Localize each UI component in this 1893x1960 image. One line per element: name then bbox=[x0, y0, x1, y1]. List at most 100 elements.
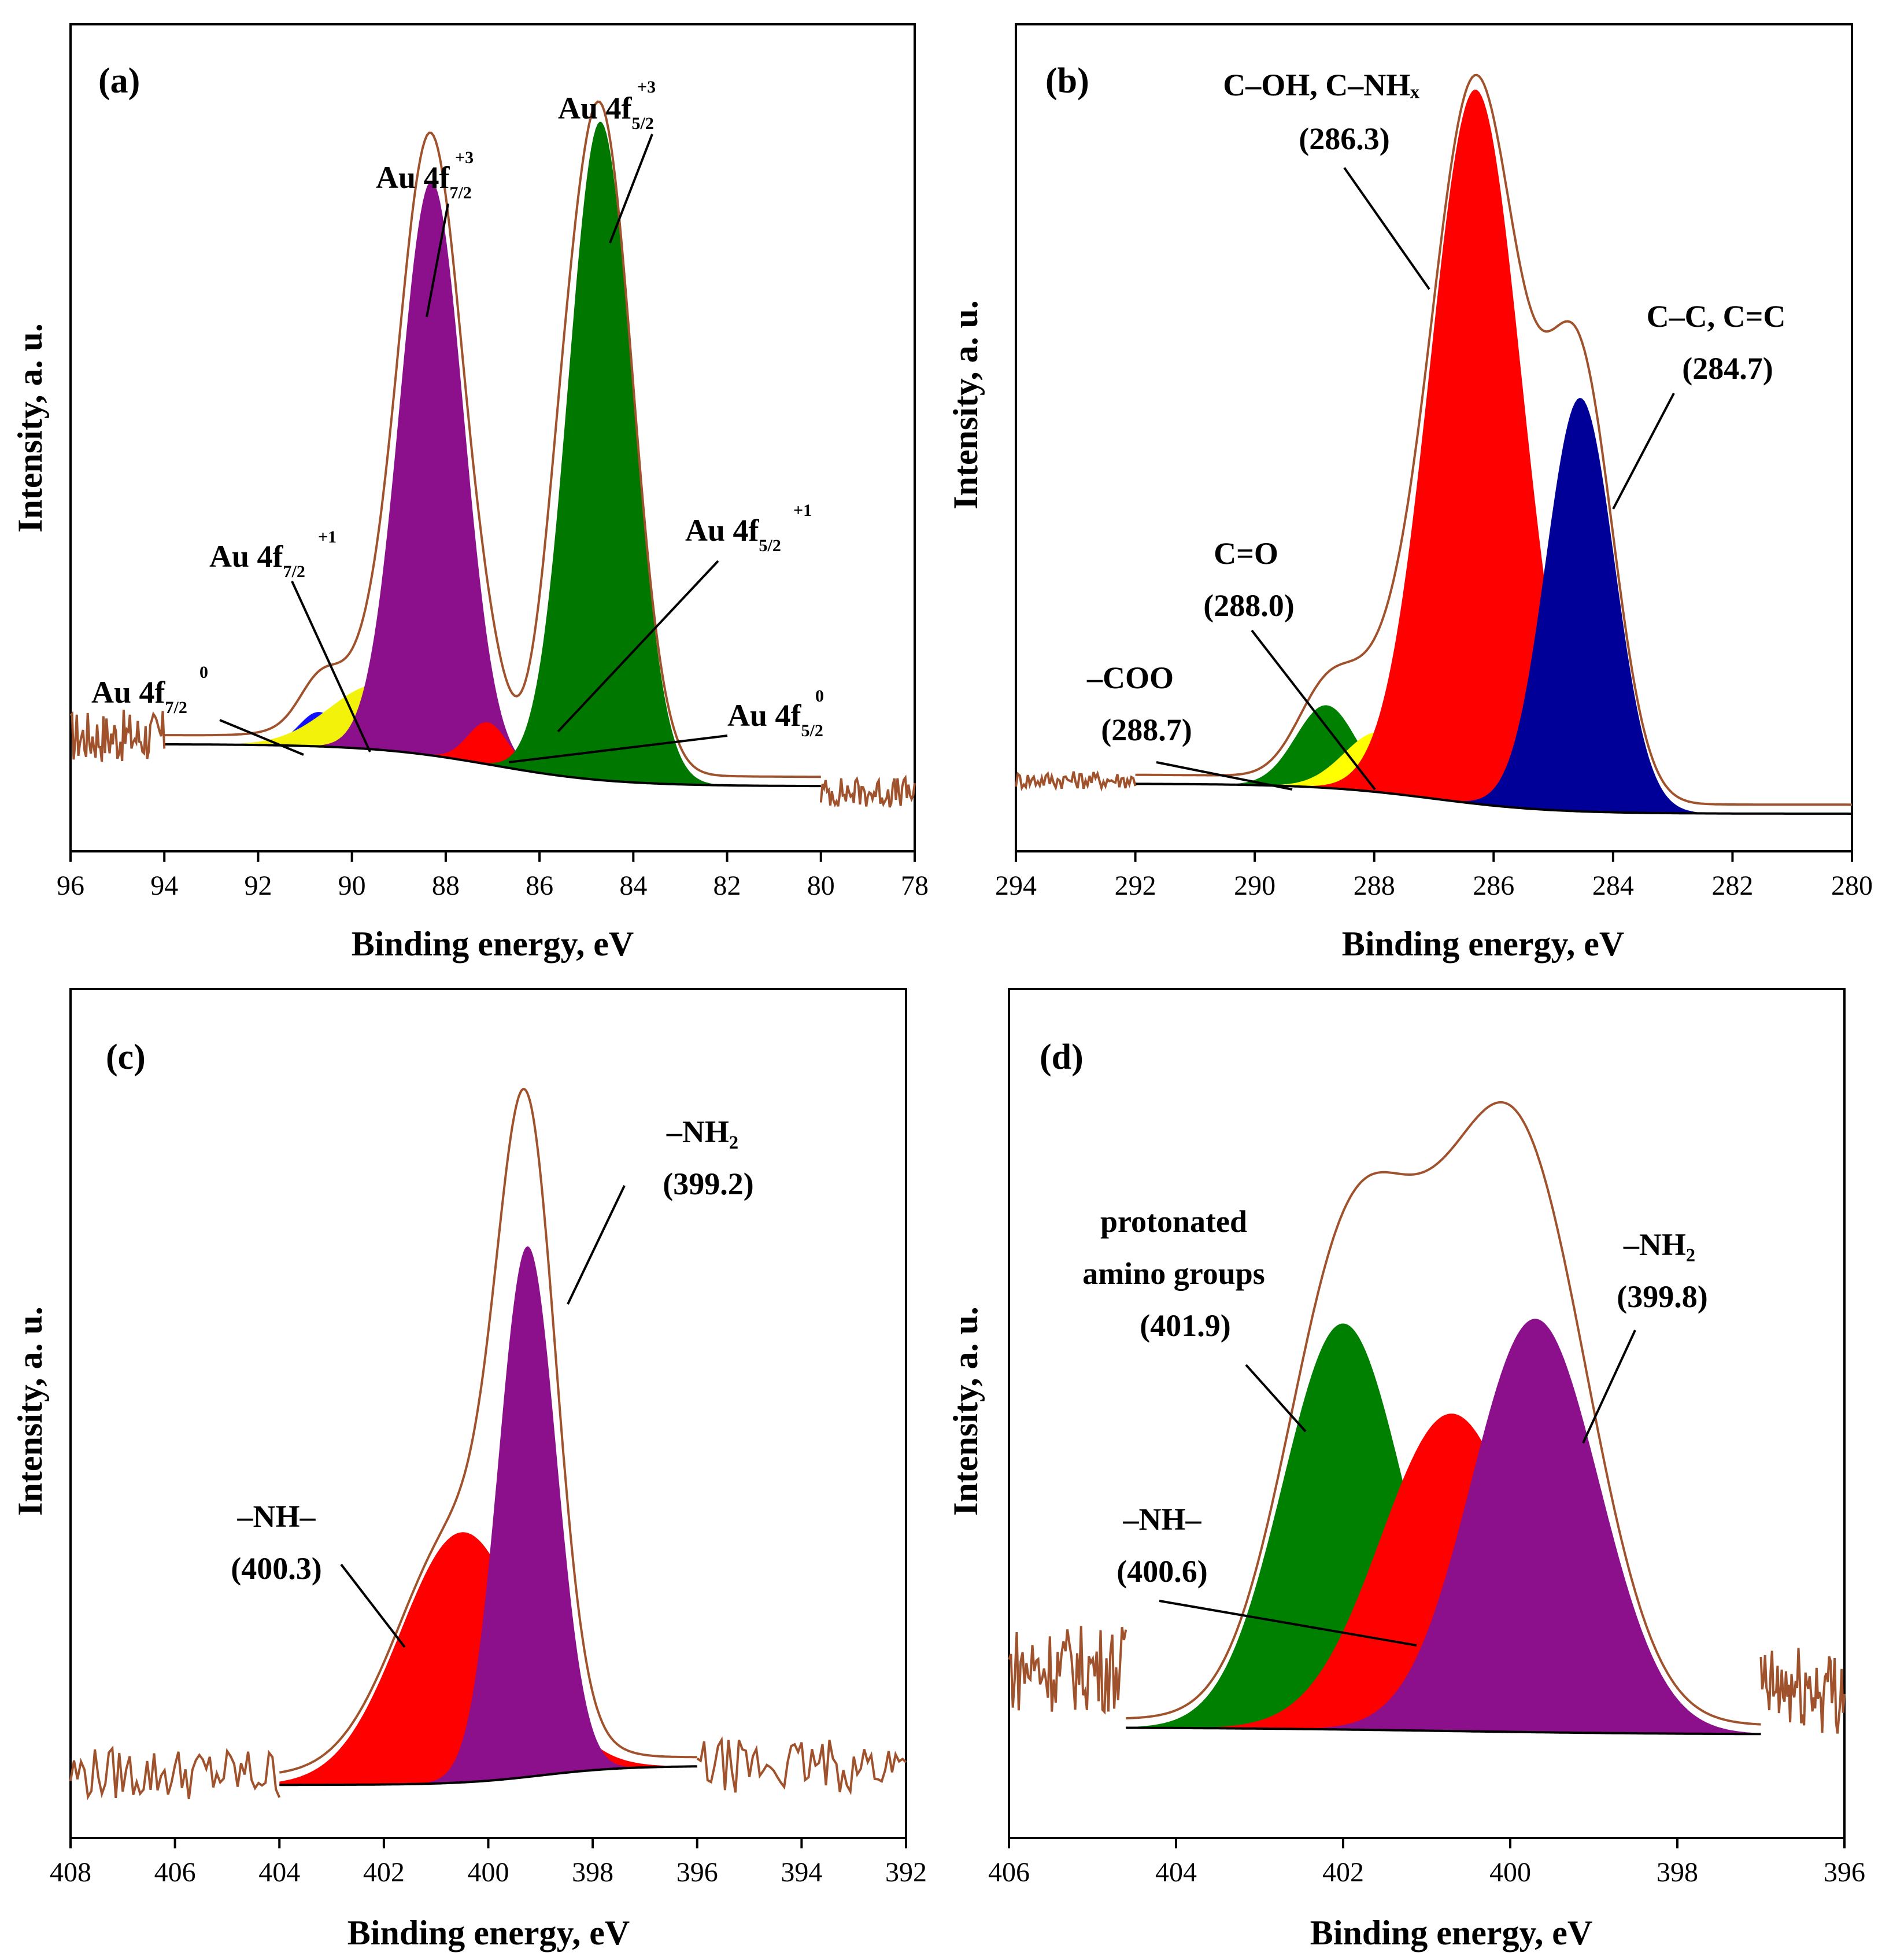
x-tick-label-d-398: 398 bbox=[1657, 1857, 1698, 1888]
annotation-prot: protonated amino groups (401.9) bbox=[1082, 1204, 1307, 1433]
x-tick-label-c-398: 398 bbox=[572, 1857, 613, 1888]
x-tick-label-a-80: 80 bbox=[807, 870, 835, 901]
raw-noise-d-1 bbox=[1008, 1626, 1127, 1715]
leader-prot bbox=[1245, 1364, 1307, 1433]
plot-area-a bbox=[69, 100, 916, 808]
raw-noise-c-2 bbox=[696, 1736, 907, 1796]
envelope-d bbox=[1126, 1101, 1761, 1726]
svg-text:–NH–: –NH– bbox=[237, 1499, 316, 1534]
annotation-nh-d: –NH– (400.6) bbox=[1116, 1502, 1417, 1647]
x-axis-ticks-b: 294 292 290 288 286 284 282 280 bbox=[995, 851, 1873, 901]
annotation-au1-52: Au 4f5/2 +1 bbox=[557, 501, 812, 733]
x-tick-label-d-406: 406 bbox=[988, 1857, 1030, 1888]
svg-text:Au 4f7/2: Au 4f7/2 bbox=[91, 675, 187, 717]
annotation-au1-72: Au 4f7/2 +1 bbox=[209, 527, 371, 752]
peak-a-4 bbox=[164, 722, 821, 787]
svg-text:+3: +3 bbox=[637, 77, 656, 97]
svg-text:Au 4f5/2: Au 4f5/2 bbox=[558, 91, 654, 133]
leader-nh-c bbox=[340, 1563, 406, 1648]
x-tick-label-d-404: 404 bbox=[1155, 1857, 1197, 1888]
svg-text:Au 4f7/2: Au 4f7/2 bbox=[376, 160, 472, 202]
svg-text:+1: +1 bbox=[793, 501, 812, 520]
annotation-au3-52: Au 4f5/2 +3 bbox=[558, 77, 656, 243]
peak-d-3 bbox=[1126, 1319, 1761, 1734]
svg-text:C–OH, C–NHₓ: C–OH, C–NHₓ bbox=[1223, 68, 1419, 102]
leader-co bbox=[1251, 629, 1376, 791]
plot-area-d bbox=[1008, 1101, 1846, 1736]
svg-text:–NH₂: –NH₂ bbox=[666, 1114, 738, 1149]
panel-label-d: (d) bbox=[1040, 1038, 1084, 1077]
x-tick-label-b-288: 288 bbox=[1354, 870, 1395, 901]
x-tick-label-c-408: 408 bbox=[50, 1857, 91, 1888]
x-tick-label-b-290: 290 bbox=[1234, 870, 1275, 901]
leader-nh2-c bbox=[567, 1185, 626, 1305]
svg-text:protonated: protonated bbox=[1100, 1204, 1247, 1239]
x-axis-title-a: Binding energy, eV bbox=[352, 925, 634, 963]
annotation-nh2-c: –NH₂ (399.2) bbox=[567, 1114, 754, 1305]
y-axis-title-d: Intensity, a. u. bbox=[946, 1306, 985, 1516]
annotation-au0-52: Au 4f5/2 0 bbox=[508, 686, 824, 763]
peak-d-1 bbox=[1126, 1323, 1761, 1734]
panel-a: 96 94 92 90 88 86 84 82 80 78 (a) Binding energy,… bbox=[11, 23, 929, 963]
annotation-nh2-d: –NH₂ (399.8) bbox=[1582, 1227, 1708, 1444]
peak-d-2 bbox=[1126, 1413, 1761, 1734]
svg-text:(288.7): (288.7) bbox=[1101, 713, 1192, 747]
leader-cc bbox=[1612, 393, 1675, 510]
svg-text:Au 4f5/2: Au 4f5/2 bbox=[727, 698, 823, 740]
envelope-a bbox=[164, 100, 821, 778]
svg-text:Au 4f7/2: Au 4f7/2 bbox=[209, 539, 305, 581]
svg-text:(399.8): (399.8) bbox=[1617, 1279, 1707, 1314]
baseline-b bbox=[1135, 782, 1852, 815]
leader-au3-52 bbox=[609, 134, 653, 243]
panel-c: 408 406 404 402 400 398 396 394 392 (c) Binding … bbox=[11, 988, 927, 1952]
panel-label-a: (a) bbox=[98, 61, 140, 101]
leader-coo bbox=[1156, 761, 1293, 791]
raw-noise-b-1 bbox=[1015, 770, 1137, 792]
y-axis-title-a: Intensity, a. u. bbox=[11, 323, 49, 533]
annotation-coh: C–OH, C–NHₓ (286.3) bbox=[1223, 68, 1430, 290]
plot-area-c bbox=[69, 1088, 907, 1800]
svg-text:–COO: –COO bbox=[1086, 660, 1174, 695]
annotation-co: C=O (288.0) bbox=[1203, 536, 1376, 791]
leader-au3-72 bbox=[426, 203, 449, 318]
raw-noise-a-2 bbox=[819, 774, 916, 808]
leader-au0-52 bbox=[508, 734, 728, 763]
panel-d: 406 404 402 400 398 396 (d) Binding energy, e… bbox=[946, 988, 1865, 1952]
x-tick-label-d-400: 400 bbox=[1489, 1857, 1531, 1888]
raw-noise-d-2 bbox=[1759, 1648, 1846, 1734]
raw-noise-c-1 bbox=[69, 1745, 281, 1800]
x-tick-label-c-400: 400 bbox=[468, 1857, 509, 1888]
x-axis-ticks-a: 96 94 92 90 88 86 84 82 80 78 bbox=[57, 851, 929, 901]
x-tick-label-b-280: 280 bbox=[1831, 870, 1873, 901]
svg-text:+1: +1 bbox=[318, 527, 337, 547]
annotation-cc: C–C, C=C (284.7) bbox=[1612, 299, 1785, 510]
x-axis-title-d: Binding energy, eV bbox=[1310, 1914, 1592, 1952]
x-tick-label-b-286: 286 bbox=[1473, 870, 1514, 901]
peak-a-2 bbox=[164, 684, 821, 787]
annotation-au0-72: Au 4f7/2 0 bbox=[91, 663, 304, 756]
x-tick-label-a-90: 90 bbox=[338, 870, 366, 901]
panel-b: 294 292 290 288 286 284 282 280 (b) Binding ene… bbox=[946, 23, 1873, 963]
x-axis-ticks-d: 406 404 402 400 398 396 bbox=[988, 1838, 1865, 1888]
leader-au1-72 bbox=[291, 581, 371, 752]
x-tick-label-a-92: 92 bbox=[244, 870, 272, 901]
svg-text:amino groups: amino groups bbox=[1082, 1256, 1265, 1291]
svg-text:+3: +3 bbox=[455, 148, 474, 167]
x-axis-ticks-c: 408 406 404 402 400 398 396 394 392 bbox=[50, 1838, 927, 1888]
x-tick-label-a-82: 82 bbox=[713, 870, 741, 901]
x-axis-title-c: Binding energy, eV bbox=[347, 1914, 630, 1952]
leader-nh-d bbox=[1159, 1600, 1417, 1647]
svg-text:(399.2): (399.2) bbox=[663, 1167, 753, 1201]
x-tick-label-a-86: 86 bbox=[526, 870, 553, 901]
x-tick-label-c-394: 394 bbox=[781, 1857, 822, 1888]
x-tick-label-c-396: 396 bbox=[676, 1857, 718, 1888]
leader-au0-72 bbox=[219, 719, 304, 756]
panel-label-b: (b) bbox=[1045, 61, 1089, 101]
peak-b-3 bbox=[1135, 89, 1852, 814]
panel-label-c: (c) bbox=[106, 1038, 146, 1077]
raw-noise-a-1 bbox=[69, 710, 166, 762]
plot-area-b bbox=[1015, 73, 1852, 815]
envelope-b bbox=[1135, 73, 1852, 806]
x-tick-label-b-282: 282 bbox=[1711, 870, 1753, 901]
